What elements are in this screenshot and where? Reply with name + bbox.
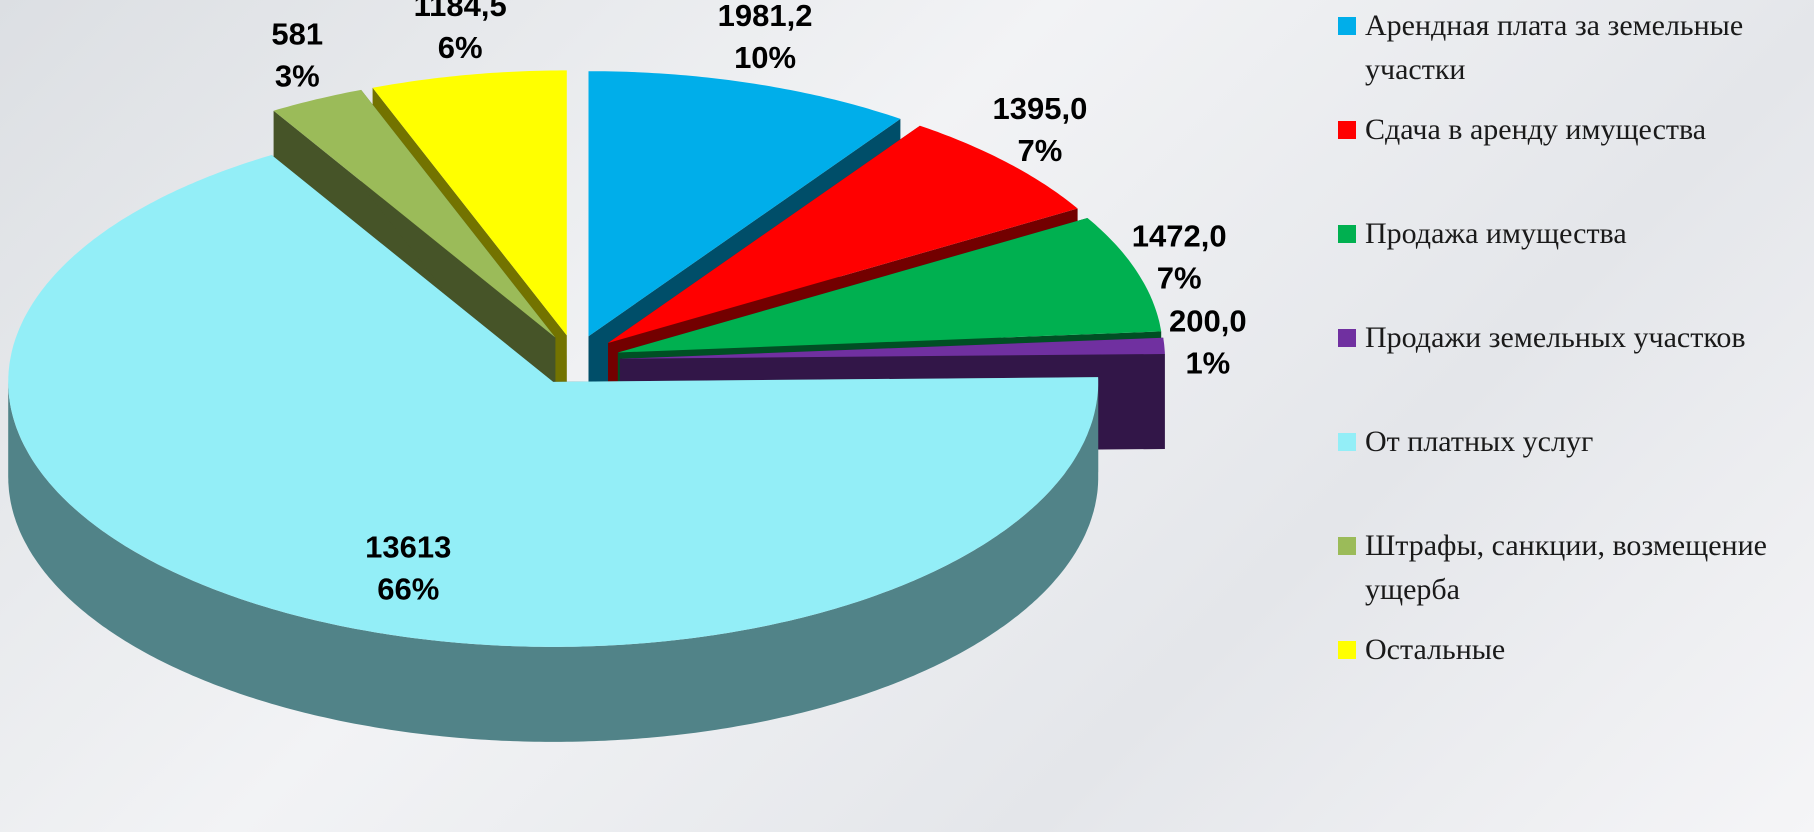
value-label: 1184,5 (414, 0, 507, 23)
legend-item: Сдача в аренду имущества (1338, 108, 1808, 152)
percent-label: 66% (377, 572, 439, 607)
legend-item: От платных услуг (1338, 420, 1808, 464)
value-label: 13613 (365, 530, 451, 565)
legend-label: Остальные (1365, 628, 1808, 672)
legend-item: Остальные (1338, 628, 1808, 672)
legend-item: Штрафы, санкции, возмещение ущерба (1338, 524, 1808, 612)
value-label: 1981,2 (718, 0, 813, 33)
legend-label: Арендная плата за земельные участки (1365, 4, 1808, 92)
value-label: 1472,0 (1132, 218, 1227, 253)
legend-label: Продажи земельных участков (1365, 316, 1808, 360)
percent-label: 3% (275, 59, 320, 94)
legend-swatch (1338, 641, 1356, 659)
legend-swatch (1338, 225, 1356, 243)
percent-label: 7% (1157, 260, 1202, 295)
legend-swatch (1338, 329, 1356, 347)
legend-swatch (1338, 537, 1356, 555)
legend-swatch (1338, 433, 1356, 451)
legend-label: Штрафы, санкции, возмещение ущерба (1365, 524, 1808, 612)
legend-swatch (1338, 121, 1356, 139)
chart: 1981,2 10% 1395,0 7% 1472,0 7% 200,0 1% 13613 66%… (0, 0, 1814, 832)
legend-item: Арендная плата за земельные участки (1338, 4, 1808, 92)
percent-label: 10% (734, 40, 796, 75)
legend-label: Продажа имущества (1365, 212, 1808, 256)
percent-label: 7% (1018, 133, 1063, 168)
percent-label: 1% (1185, 346, 1230, 381)
value-label: 200,0 (1169, 304, 1247, 339)
percent-label: 6% (438, 30, 483, 65)
value-label: 1395,0 (993, 91, 1088, 126)
legend-swatch (1338, 17, 1356, 35)
value-label: 581 (271, 17, 323, 52)
legend-item: Продажи земельных участков (1338, 316, 1808, 360)
legend-label: От платных услуг (1365, 420, 1808, 464)
legend-item: Продажа имущества (1338, 212, 1808, 256)
legend-label: Сдача в аренду имущества (1365, 108, 1808, 152)
